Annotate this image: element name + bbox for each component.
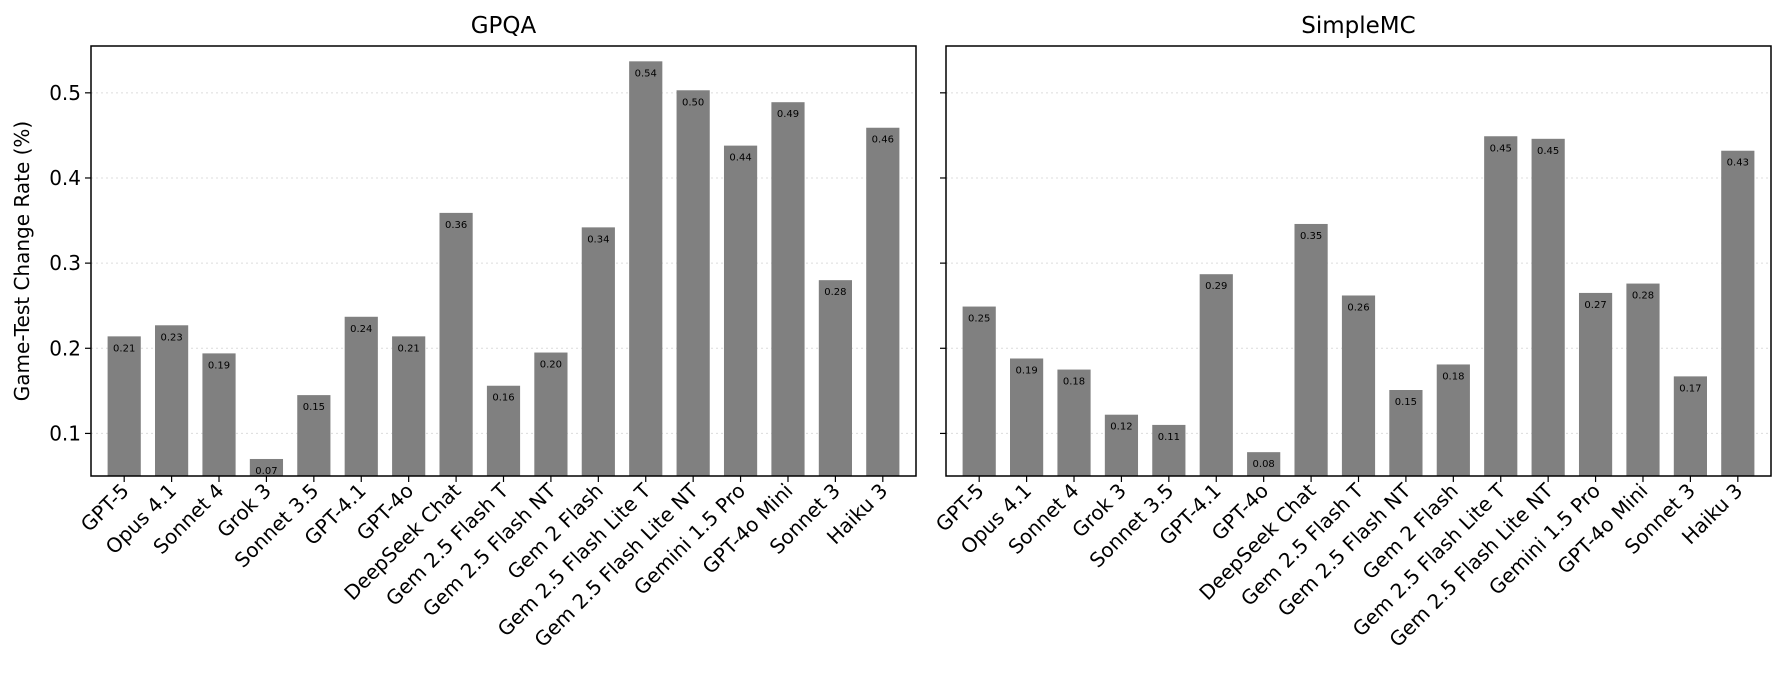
bar-gem-2-flash bbox=[1436, 364, 1470, 476]
data-label: 0.23 bbox=[160, 332, 182, 343]
y-tick-label: 0.2 bbox=[49, 336, 81, 360]
data-label: 0.21 bbox=[113, 343, 135, 354]
bar-gemini-1-5-pro bbox=[723, 145, 758, 476]
y-tick-label: 0.3 bbox=[49, 251, 81, 275]
bar-gem-2-5-flash-nt bbox=[534, 352, 568, 476]
data-label: 0.49 bbox=[777, 109, 799, 120]
data-label: 0.27 bbox=[1584, 300, 1606, 311]
bar-gpt-4-1 bbox=[344, 316, 378, 476]
bar-gem-2-5-flash-t bbox=[486, 385, 521, 476]
bar-gem-2-5-flash-lite-nt bbox=[676, 90, 710, 477]
data-label: 0.19 bbox=[1015, 365, 1037, 376]
y-axis-label: Game-Test Change Rate (%) bbox=[10, 121, 34, 401]
data-label: 0.25 bbox=[968, 314, 990, 325]
bar-gem-2-5-flash-lite-t bbox=[1484, 136, 1518, 476]
data-label: 0.45 bbox=[1490, 143, 1512, 154]
axes-frame bbox=[90, 45, 917, 477]
bar-sonnet-3 bbox=[1673, 376, 1707, 476]
data-label: 0.29 bbox=[1205, 281, 1227, 292]
y-tick-label: 0.1 bbox=[49, 421, 81, 445]
data-label: 0.28 bbox=[824, 287, 846, 298]
bar-gemini-1-5-pro bbox=[1578, 292, 1613, 476]
y-tick-label: 0.5 bbox=[49, 81, 81, 105]
bar-sonnet-4 bbox=[1057, 369, 1091, 476]
data-label: 0.54 bbox=[635, 68, 657, 79]
data-label: 0.24 bbox=[350, 324, 372, 335]
data-label: 0.12 bbox=[1110, 422, 1132, 433]
bar-grok-3 bbox=[1104, 414, 1139, 476]
bar-gem-2-5-flash-lite-t bbox=[629, 61, 663, 477]
data-label: 0.34 bbox=[587, 234, 609, 245]
bar-haiku-3 bbox=[866, 127, 900, 476]
bar-deepseek-chat bbox=[1294, 223, 1328, 476]
data-label: 0.20 bbox=[540, 360, 562, 371]
y-tick-label: 0.4 bbox=[49, 166, 81, 190]
data-label: 0.18 bbox=[1442, 371, 1464, 382]
bar-gpt-4o-mini bbox=[1626, 283, 1660, 476]
axes-frame bbox=[945, 45, 1772, 477]
data-label: 0.18 bbox=[1063, 377, 1085, 388]
bar-gpt-4-1 bbox=[1199, 274, 1233, 476]
bar-opus-4-1 bbox=[1010, 358, 1044, 476]
panel-title: SimpleMC bbox=[1301, 13, 1415, 39]
data-label: 0.21 bbox=[398, 343, 420, 354]
bar-deepseek-chat bbox=[439, 212, 473, 476]
bar-gpt-5 bbox=[962, 306, 996, 476]
bar-sonnet-4 bbox=[202, 353, 236, 476]
data-label: 0.15 bbox=[303, 402, 325, 413]
bar-gem-2-5-flash-nt bbox=[1389, 390, 1423, 476]
bar-opus-4-1 bbox=[155, 325, 189, 476]
data-label: 0.45 bbox=[1537, 146, 1559, 157]
bar-gpt-5 bbox=[107, 336, 141, 476]
bar-sonnet-3-5 bbox=[297, 395, 331, 476]
data-label: 0.43 bbox=[1727, 158, 1749, 169]
bar-haiku-3 bbox=[1721, 150, 1755, 476]
data-label: 0.17 bbox=[1679, 383, 1701, 394]
bar-sonnet-3-5 bbox=[1152, 424, 1186, 476]
bar-gpt-4o-mini bbox=[771, 102, 805, 476]
data-label: 0.19 bbox=[208, 360, 230, 371]
data-label: 0.11 bbox=[1158, 432, 1180, 443]
data-label: 0.46 bbox=[872, 135, 894, 146]
panel-title: GPQA bbox=[471, 13, 537, 39]
data-label: 0.07 bbox=[255, 466, 277, 477]
bar-gpt-4o bbox=[1247, 452, 1281, 476]
data-label: 0.28 bbox=[1632, 291, 1654, 302]
bar-grok-3 bbox=[249, 458, 284, 476]
data-label: 0.36 bbox=[445, 220, 467, 231]
bar-gem-2-flash bbox=[581, 227, 615, 476]
data-label: 0.26 bbox=[1347, 302, 1369, 313]
bar-sonnet-3 bbox=[818, 280, 852, 476]
data-label: 0.15 bbox=[1395, 397, 1417, 408]
data-label: 0.08 bbox=[1253, 459, 1275, 470]
data-label: 0.50 bbox=[682, 97, 704, 108]
bar-gem-2-5-flash-lite-nt bbox=[1531, 138, 1565, 476]
bar-gem-2-5-flash-t bbox=[1341, 295, 1376, 476]
bar-gpt-4o bbox=[392, 336, 426, 476]
data-label: 0.35 bbox=[1300, 231, 1322, 242]
data-label: 0.44 bbox=[729, 153, 751, 164]
data-label: 0.16 bbox=[492, 393, 514, 404]
